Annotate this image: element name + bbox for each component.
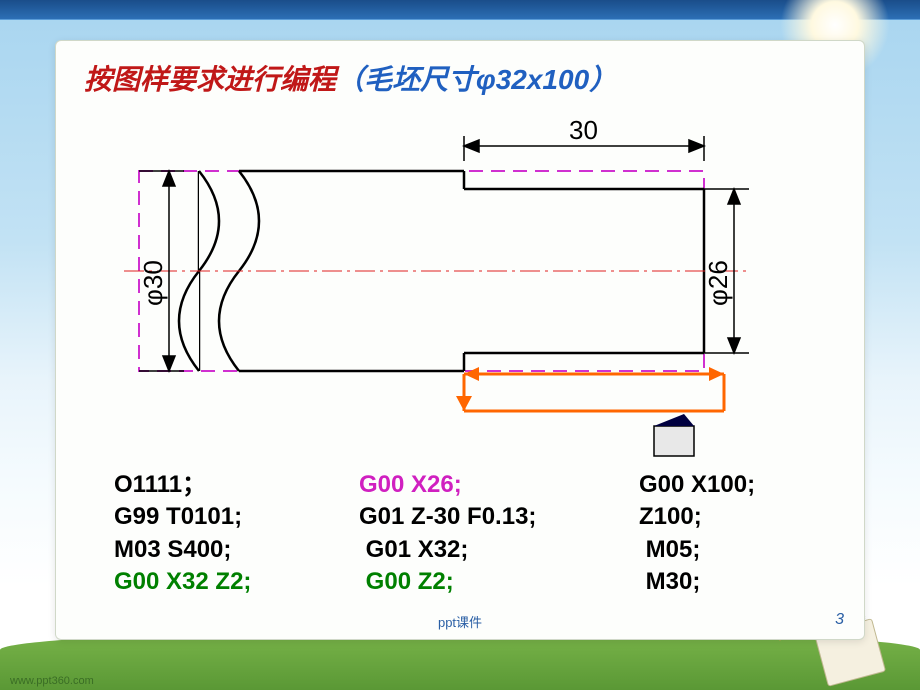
dim-top: 30 [569, 115, 598, 145]
dim-right: φ26 [703, 260, 733, 306]
footer-label: ppt课件 [438, 612, 482, 631]
page-number: 3 [835, 611, 844, 629]
watermark-text: www.ppt360.com [10, 675, 94, 687]
technical-drawing: 30 [84, 111, 834, 461]
gcode-listing: O1111； G99 T0101; M03 S400; G00 X32 Z2; … [84, 469, 836, 599]
title-part2: （毛坯尺寸φ32x100） [336, 64, 617, 95]
code-column-2: G00 X26; G01 Z-30 F0.13; G01 X32; G00 Z2… [359, 469, 639, 599]
slide-title: 按图样要求进行编程（毛坯尺寸φ32x100） [84, 59, 836, 101]
code-column-3: G00 X100; Z100; M05; M30; [639, 469, 836, 599]
title-part1: 按图样要求进行编程 [84, 64, 336, 95]
dim-left: φ30 [138, 260, 168, 306]
code-column-1: O1111； G99 T0101; M03 S400; G00 X32 Z2; [114, 469, 359, 599]
slide-card: 按图样要求进行编程（毛坯尺寸φ32x100） 30 [55, 40, 865, 640]
